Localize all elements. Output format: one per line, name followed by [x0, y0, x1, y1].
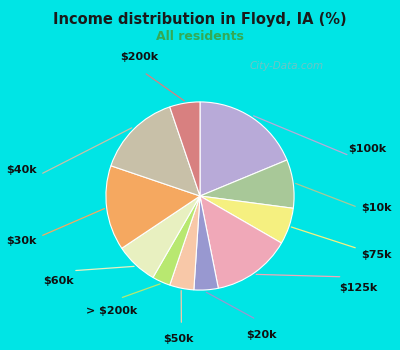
Wedge shape — [106, 166, 200, 248]
Text: $75k: $75k — [361, 250, 392, 260]
Wedge shape — [194, 196, 218, 290]
Text: $60k: $60k — [44, 276, 74, 286]
Wedge shape — [153, 196, 200, 285]
Wedge shape — [111, 107, 200, 196]
Text: $20k: $20k — [246, 330, 276, 340]
Text: $40k: $40k — [6, 165, 36, 175]
Text: $10k: $10k — [361, 203, 392, 213]
Wedge shape — [122, 196, 200, 278]
Text: City-Data.com: City-Data.com — [249, 61, 324, 71]
Wedge shape — [200, 102, 287, 196]
Text: Income distribution in Floyd, IA (%): Income distribution in Floyd, IA (%) — [53, 12, 347, 27]
Text: $30k: $30k — [6, 236, 36, 246]
Wedge shape — [200, 196, 282, 288]
Wedge shape — [200, 196, 293, 243]
Text: $200k: $200k — [120, 52, 158, 62]
Text: $125k: $125k — [340, 283, 378, 293]
Text: All residents: All residents — [156, 30, 244, 43]
Text: > $200k: > $200k — [86, 306, 138, 316]
Wedge shape — [170, 196, 200, 290]
Text: $50k: $50k — [164, 335, 194, 344]
Wedge shape — [200, 160, 294, 208]
Text: $100k: $100k — [348, 144, 386, 154]
Wedge shape — [170, 102, 200, 196]
